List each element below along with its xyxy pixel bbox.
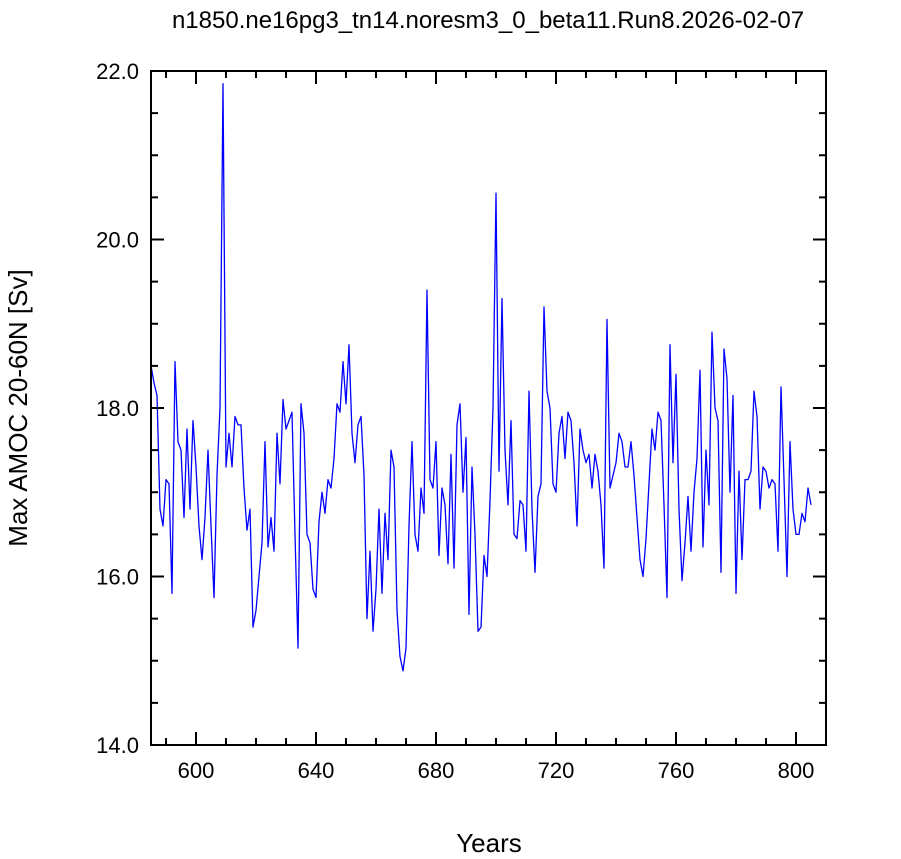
y-tick-label: 22.0: [96, 59, 139, 84]
x-tick-label: 640: [298, 758, 335, 783]
y-tick-label: 16.0: [96, 565, 139, 590]
y-tick-label: 20.0: [96, 228, 139, 253]
series-line-0: [150, 82, 812, 672]
x-tick-label: 600: [178, 758, 215, 783]
chart-title: n1850.ne16pg3_tn14.noresm3_0_beta11.Run8…: [172, 7, 804, 34]
x-tick-label: 680: [418, 758, 455, 783]
x-tick-label: 720: [538, 758, 575, 783]
y-tick-label: 14.0: [96, 733, 139, 758]
plot-area: 600 640 680 720 760 800 14.0 16.0 18.0 20.0 22.0: [96, 59, 827, 783]
x-tick-label: 760: [658, 758, 695, 783]
plot-frame: [150, 70, 827, 746]
y-tick-label: 18.0: [96, 396, 139, 421]
y-axis-label: Max AMOC 20-60N [Sv]: [3, 269, 33, 546]
x-axis-label: Years: [456, 828, 522, 858]
x-tick-label: 800: [778, 758, 815, 783]
